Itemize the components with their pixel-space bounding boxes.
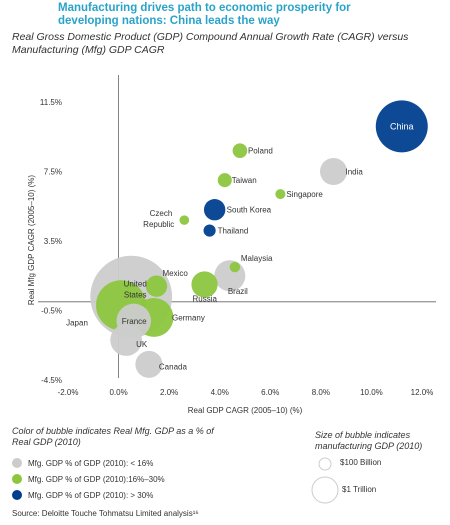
color-legend-item-high: Mfg. GDP % of GDP (2010): > 30%: [12, 490, 153, 500]
bubble-label: Poland: [248, 147, 273, 156]
y-axis-title: Real Mfg GDP CAGR (2005–10) (%): [27, 175, 36, 305]
bubble-poland: [232, 143, 248, 158]
x-axis-title: Real GDP CAGR (2005–10) (%): [188, 406, 303, 415]
color-legend-item-low: Mfg. GDP % of GDP (2010): < 16%: [12, 458, 153, 468]
size-legend-circles: [311, 457, 339, 504]
size-legend-title: Size of bubble indicates manufacturing G…: [315, 430, 423, 451]
y-tick-label: 11.5%: [40, 98, 62, 107]
color-legend-item-mid: Mfg. GDP % of GDP (2010):16%–30%: [12, 474, 165, 484]
bubble-mexico: [145, 275, 168, 297]
x-tick-label: -2.0%: [58, 388, 79, 397]
bubble-label: UK: [136, 340, 148, 349]
blue-dot-icon: [12, 490, 22, 500]
size-legend-small-circle: [318, 457, 332, 471]
bubble-canada: [135, 350, 163, 378]
bubble-china: [375, 100, 428, 153]
bubble-uk: [110, 324, 143, 356]
bubble-label: Russia: [193, 294, 218, 303]
bubble-label: Singapore: [286, 190, 323, 199]
x-tick-label: 12.0%: [411, 388, 434, 397]
bubble-india: [319, 157, 348, 186]
bubble-label: Germany: [172, 313, 205, 322]
bubble-label: India: [346, 168, 364, 177]
x-tick-label: 4.0%: [211, 388, 229, 397]
bubble-taiwan: [217, 173, 232, 188]
x-tick-label: 8.0%: [312, 388, 330, 397]
x-tick-label: 0.0%: [109, 388, 127, 397]
gray-dot-icon: [12, 458, 22, 468]
green-dot-icon: [12, 474, 22, 484]
bubble-russia: [191, 271, 218, 298]
y-tick-label: -0.5%: [41, 307, 62, 316]
y-tick-label: -4.5%: [41, 376, 62, 385]
y-tick-label: 7.5%: [44, 168, 62, 177]
bubble-label: Thailand: [218, 227, 249, 236]
size-legend-large-circle: [311, 476, 339, 504]
bubble-label: Japan: [66, 318, 88, 327]
x-tick-label: 2.0%: [160, 388, 178, 397]
y-tick-label: 3.5%: [44, 237, 62, 246]
size-legend-label-small: $100 Billion: [340, 458, 382, 467]
chart-subtitle: Real Gross Domestic Product (GDP) Compou…: [12, 31, 409, 56]
color-legend-label-low: Mfg. GDP % of GDP (2010): < 16%: [28, 458, 154, 468]
bubble-label: Mexico: [163, 269, 189, 278]
bubble-malaysia: [229, 261, 241, 273]
bubble-label: United: [124, 280, 147, 289]
source-note: Source: Deloitte Touche Tohmatsu Limited…: [12, 509, 199, 518]
x-tick-label: 6.0%: [261, 388, 279, 397]
color-legend-label-mid: Mfg. GDP % of GDP (2010):16%–30%: [28, 474, 165, 484]
x-tick-label: 10.0%: [360, 388, 383, 397]
bubble-czech-republic: [179, 215, 190, 225]
bubble-label: Canada: [159, 362, 188, 371]
size-legend-label-large: $1 Trillion: [342, 485, 377, 494]
color-legend-label-high: Mfg. GDP % of GDP (2010): > 30%: [28, 490, 154, 500]
bubble-label: South Korea: [227, 206, 272, 215]
chart-title: Manufacturing drives path to economic pr…: [58, 2, 351, 27]
color-legend-title: Color of bubble indicates Real Mfg. GDP …: [12, 426, 214, 447]
bubble-label: Taiwan: [232, 176, 257, 185]
bubble-label: Brazil: [228, 287, 248, 296]
bubble-label: Czech: [150, 209, 173, 218]
bubble-label: France: [122, 317, 147, 326]
bubble-label: China: [390, 121, 414, 131]
bubble-thailand: [203, 224, 216, 237]
bubble-label: States: [124, 291, 147, 300]
bubble-label: Malaysia: [241, 254, 273, 263]
bubble-south-korea: [203, 199, 226, 221]
bubble-singapore: [275, 189, 286, 200]
bubble-label: Republic: [143, 220, 174, 229]
